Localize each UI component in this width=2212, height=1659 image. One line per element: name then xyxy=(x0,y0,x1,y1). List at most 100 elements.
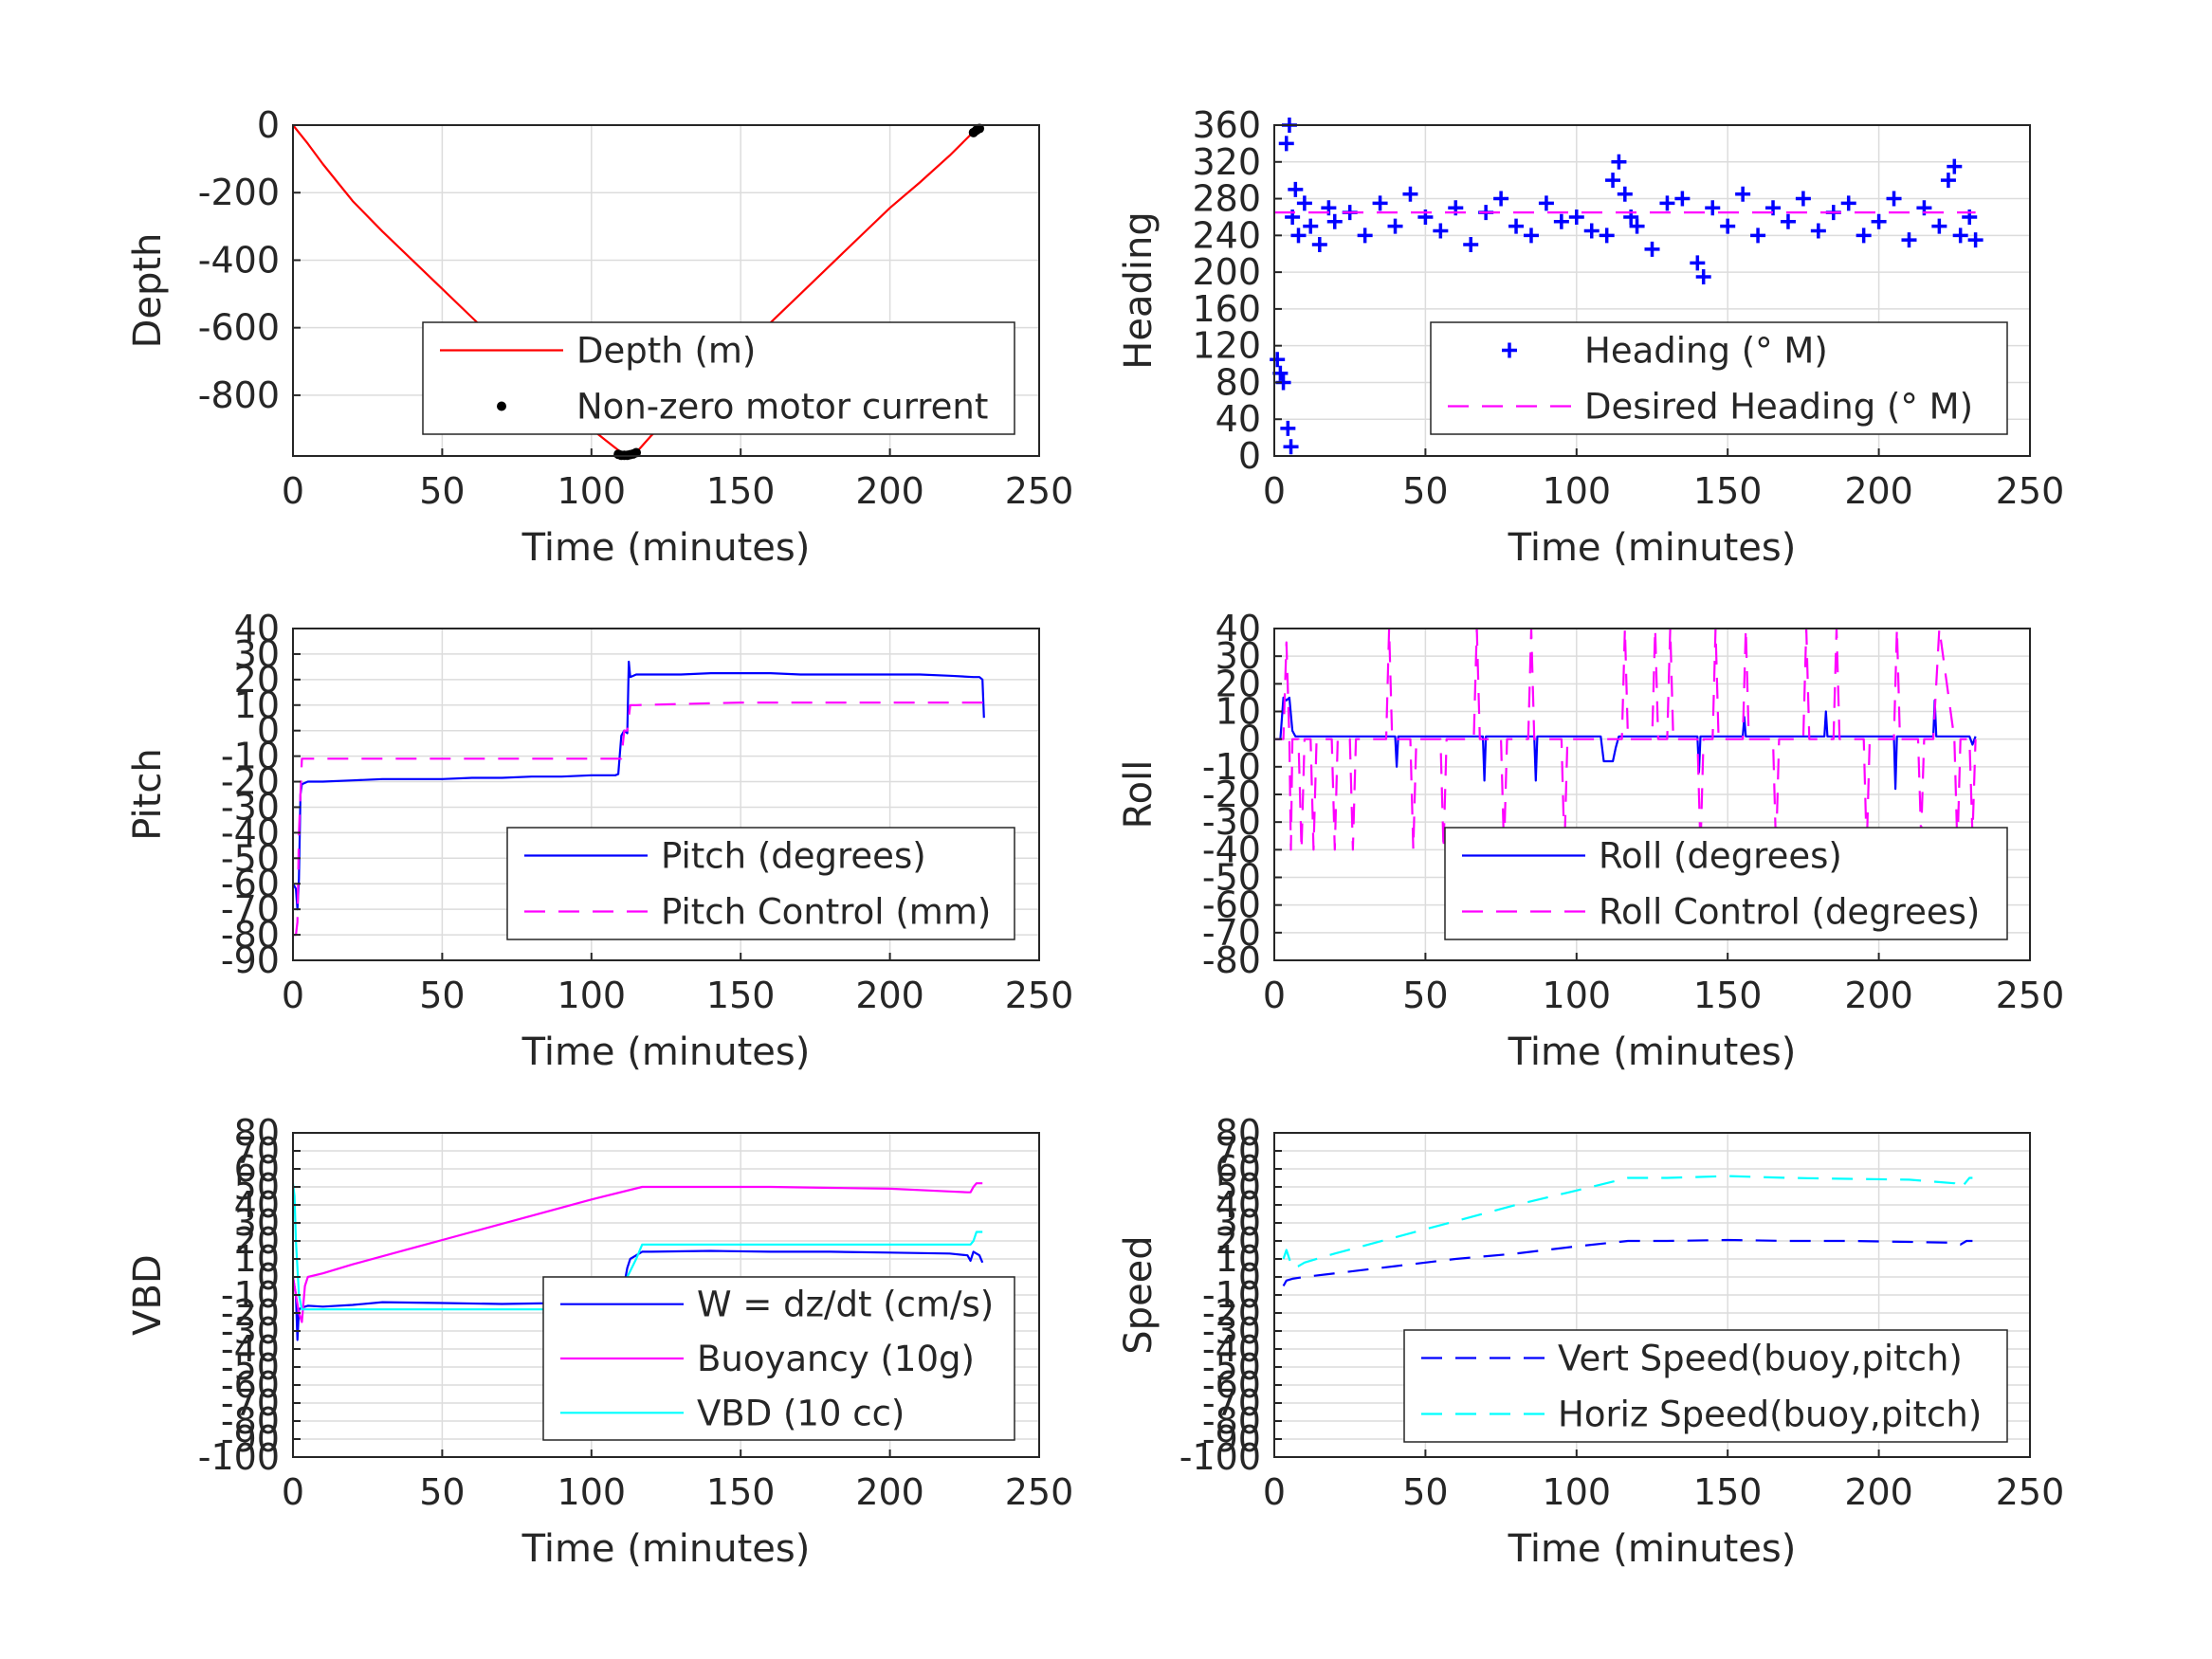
pitch-y-tick-label: -20 xyxy=(221,761,280,803)
speed-x-axis-label: Time (minutes) xyxy=(1508,1527,1797,1571)
vbd-y-tick-label: 0 xyxy=(257,1256,280,1298)
roll-y-tick-label: -70 xyxy=(1202,912,1261,954)
roll-x-tick-label: 200 xyxy=(1844,975,1913,1016)
heading-series-1-marker xyxy=(1690,255,1706,271)
speed-y-tick-label: 0 xyxy=(1238,1256,1261,1298)
vbd-legend-label: VBD (10 cc) xyxy=(697,1393,905,1433)
roll-y-tick-label: -40 xyxy=(1202,829,1261,870)
speed-legend: Vert Speed(buoy,pitch) Horiz Speed(buoy,p… xyxy=(1403,1329,2008,1443)
vbd-legend-entry: Buoyancy (10g) xyxy=(560,1339,975,1379)
pitch-y-tick-label: -60 xyxy=(221,863,280,904)
speed-y-axis-label: Speed xyxy=(1117,1235,1161,1354)
speed-y-tick-label: -20 xyxy=(1202,1292,1261,1334)
pitch-legend-entry: Pitch Control (mm) xyxy=(524,892,991,933)
pitch-series-1-line xyxy=(292,660,985,911)
vbd-y-tick-label: -60 xyxy=(221,1364,280,1406)
heading-y-tick-label: 0 xyxy=(1238,435,1261,477)
heading-series-1-marker xyxy=(1901,232,1917,248)
pitch-series-2-line xyxy=(293,701,986,937)
pitch-x-tick-label: 250 xyxy=(1005,975,1074,1016)
pitch-y-tick-label: 30 xyxy=(234,633,280,675)
depth-y-tick-label: 0 xyxy=(257,104,280,146)
heading-series-1-marker xyxy=(1290,228,1307,244)
roll-x-axis-label: Time (minutes) xyxy=(1508,1030,1797,1074)
heading-series-1-marker xyxy=(1372,195,1388,211)
pitch-y-tick-label: -70 xyxy=(221,888,280,930)
speed-y-tick-label: -90 xyxy=(1202,1418,1261,1460)
heading-legend-swatch xyxy=(1502,342,1517,358)
heading-series-1-marker xyxy=(1940,173,1956,189)
heading-series-1-marker xyxy=(1695,268,1711,284)
depth-legend-swatch xyxy=(497,401,506,411)
heading-series-1-marker xyxy=(1538,195,1554,211)
speed-y-tick-label: -50 xyxy=(1202,1346,1261,1388)
depth-x-tick-label: 200 xyxy=(855,470,924,512)
vbd-y-tick-label: 10 xyxy=(234,1238,280,1280)
heading-series-1-marker xyxy=(1659,195,1675,211)
heading-series-1-marker xyxy=(1357,228,1373,244)
depth-x-axis-label: Time (minutes) xyxy=(521,526,811,570)
vbd-y-axis-label: VBD xyxy=(126,1254,170,1336)
vbd-y-tick-label: 60 xyxy=(234,1148,280,1190)
heading-series-1-marker xyxy=(1288,181,1304,197)
heading-series-1-marker xyxy=(1311,237,1327,253)
depth-x-tick-label: 250 xyxy=(1005,470,1074,512)
heading-series-1-marker xyxy=(1278,136,1294,152)
heading-series-1-marker xyxy=(1583,223,1600,239)
heading-series-1-marker xyxy=(1705,200,1721,216)
heading-y-tick-label: 120 xyxy=(1192,325,1261,367)
pitch-legend: Pitch (degrees) Pitch Control (mm) xyxy=(506,827,1015,940)
pitch-legend-label: Pitch Control (mm) xyxy=(661,892,991,933)
speed-y-tick-label: -10 xyxy=(1202,1274,1261,1316)
speed-legend-entry: Vert Speed(buoy,pitch) xyxy=(1421,1339,1963,1379)
speed-chart: 0 50 100 150 200 250-100-90-80-70-60-50-40-30… xyxy=(1117,1112,2064,1571)
roll-chart: 0 50 100 150 200 250-80-70-60-50-40-30-20-100… xyxy=(1117,608,2064,1074)
speed-legend-box xyxy=(1403,1329,2008,1443)
heading-x-tick-label: 0 xyxy=(1263,470,1286,512)
heading-y-tick-label: 320 xyxy=(1192,141,1261,183)
pitch-y-tick-label: -10 xyxy=(221,736,280,777)
roll-y-tick-label: 10 xyxy=(1216,691,1261,733)
heading-series-1-marker xyxy=(1387,218,1403,234)
heading-legend-label: Desired Heading (° M) xyxy=(1584,387,1973,428)
pitch-y-tick-label: 0 xyxy=(257,710,280,752)
speed-x-tick-label: 0 xyxy=(1263,1471,1286,1513)
pitch-y-axis-label: Pitch xyxy=(126,748,170,840)
speed-x-tick-label: 100 xyxy=(1543,1471,1612,1513)
speed-y-tick-label: -30 xyxy=(1202,1310,1261,1352)
pitch-x-tick-label: 150 xyxy=(706,975,776,1016)
heading-series-1-marker xyxy=(1272,365,1289,381)
heading-series-1-marker xyxy=(1283,439,1299,455)
vbd-y-tick-label: 70 xyxy=(234,1130,280,1172)
heading-series-1-marker xyxy=(1871,213,1887,229)
depth-axes-frame xyxy=(292,124,1040,457)
vbd-chart: 0 50 100 150 200 250-100-90-80-70-60-50-40-30… xyxy=(126,1112,1073,1571)
depth-x-tick-label: 150 xyxy=(706,470,776,512)
roll-y-tick-label: 30 xyxy=(1216,635,1261,677)
heading-series-1-marker xyxy=(1810,223,1826,239)
vbd-y-tick-label: -80 xyxy=(221,1400,280,1442)
roll-x-tick-label: 0 xyxy=(1263,975,1286,1016)
speed-y-tick-label: 10 xyxy=(1216,1238,1261,1280)
heading-series-1-marker xyxy=(1508,218,1525,234)
heading-series-1-marker xyxy=(1840,195,1856,211)
roll-y-tick-label: 20 xyxy=(1216,663,1261,704)
vbd-x-tick-label: 250 xyxy=(1005,1471,1074,1513)
pitch-x-tick-label: 200 xyxy=(855,975,924,1016)
vbd-x-tick-label: 50 xyxy=(419,1471,465,1513)
heading-series-1-marker xyxy=(1493,191,1509,207)
heading-series-1-marker xyxy=(1523,228,1539,244)
vbd-x-tick-label: 200 xyxy=(855,1471,924,1513)
speed-y-tick-label: -70 xyxy=(1202,1382,1261,1424)
heading-x-tick-label: 200 xyxy=(1844,470,1913,512)
depth-legend: Depth (m) Non-zero motor current xyxy=(422,321,1015,435)
vbd-x-tick-label: 100 xyxy=(558,1471,627,1513)
depth-series-2-marker xyxy=(975,123,985,134)
speed-x-tick-label: 50 xyxy=(1402,1471,1448,1513)
heading-series-1-marker xyxy=(1644,241,1660,257)
heading-series-1-marker xyxy=(1720,218,1736,234)
vbd-y-tick-label: -50 xyxy=(221,1346,280,1388)
heading-y-tick-label: 280 xyxy=(1192,178,1261,220)
pitch-y-tick-label: -40 xyxy=(221,811,280,853)
depth-legend-entry: Non-zero motor current xyxy=(497,387,988,428)
